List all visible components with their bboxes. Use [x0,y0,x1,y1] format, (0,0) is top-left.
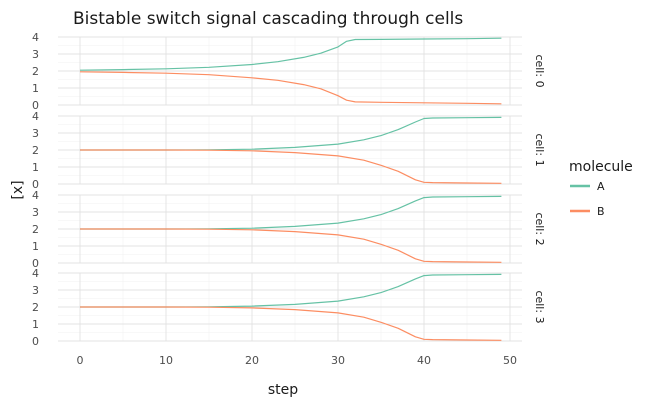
x-tick-label: 50 [503,354,517,367]
y-tick-label: 2 [32,144,39,157]
y-tick-label: 0 [32,335,39,348]
facet-strip-label: cell: 2 [533,212,546,245]
y-tick-label: 1 [32,161,39,174]
y-tick-label: 4 [32,189,39,202]
y-tick-label: 2 [32,223,39,236]
x-tick-label: 0 [77,354,84,367]
chart-title: Bistable switch signal cascading through… [73,9,463,29]
y-axis-title: [x] [10,180,26,199]
y-tick-label: 3 [32,284,39,297]
x-axis-title: step [268,382,298,398]
y-tick-label: 4 [32,31,39,44]
x-tick-label: 30 [331,354,345,367]
facet-strip-label: cell: 3 [533,290,546,323]
y-tick-label: 2 [32,301,39,314]
x-tick-label: 10 [159,354,173,367]
x-tick-label: 20 [245,354,259,367]
y-tick-label: 2 [32,65,39,78]
y-tick-label: 1 [32,82,39,95]
facet-strip-label: cell: 1 [533,133,546,166]
y-tick-label: 4 [32,110,39,123]
facet-strip-label: cell: 0 [533,54,546,87]
y-tick-label: 1 [32,240,39,253]
y-tick-label: 4 [32,267,39,280]
y-tick-label: 3 [32,48,39,61]
x-tick-label: 40 [417,354,431,367]
legend-label-A: A [597,180,605,193]
y-tick-label: 1 [32,318,39,331]
legend-label-B: B [597,205,605,218]
y-tick-label: 3 [32,127,39,140]
y-tick-label: 3 [32,206,39,219]
legend-title: molecule [569,159,633,175]
